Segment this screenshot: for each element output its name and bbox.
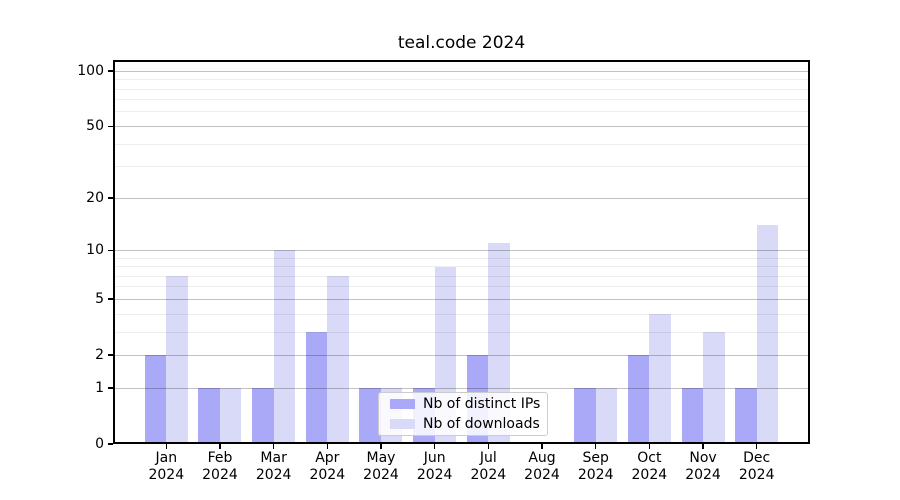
bar-downloads bbox=[595, 388, 618, 444]
x-tick bbox=[487, 444, 490, 449]
y-tick-label: 1 bbox=[95, 380, 104, 396]
y-tick-label: 2 bbox=[95, 347, 104, 364]
gridline-minor bbox=[113, 166, 810, 168]
y-tick-label: 20 bbox=[86, 190, 104, 207]
bar-distinct-ips bbox=[252, 388, 274, 444]
legend-label: Nb of distinct IPs bbox=[423, 396, 541, 412]
y-tick-label: 50 bbox=[86, 118, 104, 135]
gridline-major bbox=[113, 249, 810, 251]
x-tick-label: Feb 2024 bbox=[202, 450, 238, 483]
gridline-minor bbox=[113, 257, 810, 259]
y-tick bbox=[108, 387, 113, 389]
plot-area bbox=[113, 60, 810, 444]
x-tick-label: Jun 2024 bbox=[416, 450, 453, 483]
y-tick-label: 100 bbox=[77, 63, 104, 80]
bar-distinct-ips bbox=[359, 388, 381, 444]
x-tick bbox=[594, 444, 597, 449]
y-tick-label: 10 bbox=[86, 242, 104, 259]
x-tick-label: May 2024 bbox=[363, 450, 399, 483]
x-tick-label: Sep 2024 bbox=[577, 450, 614, 483]
bar-downloads bbox=[703, 332, 725, 444]
gridline-major bbox=[113, 298, 810, 300]
legend: Nb of distinct IPs Nb of downloads bbox=[378, 392, 548, 436]
x-tick bbox=[219, 444, 221, 449]
bar-distinct-ips bbox=[144, 355, 167, 444]
gridline-minor bbox=[113, 266, 810, 268]
bar-downloads bbox=[327, 276, 349, 444]
gridline-major bbox=[113, 387, 810, 389]
gridline-minor bbox=[113, 111, 810, 113]
x-tick-label: Oct 2024 bbox=[631, 450, 668, 483]
bar-downloads bbox=[219, 388, 242, 444]
bar-distinct-ips bbox=[681, 388, 704, 444]
x-tick bbox=[326, 444, 329, 449]
y-tick bbox=[108, 249, 113, 252]
legend-item: Nb of downloads bbox=[379, 414, 547, 434]
y-tick bbox=[108, 197, 113, 199]
x-tick bbox=[165, 444, 168, 449]
x-tick-label: Apr 2024 bbox=[309, 450, 346, 483]
bar-distinct-ips bbox=[198, 388, 220, 444]
x-tick-label: Nov 2024 bbox=[685, 450, 721, 483]
y-tick bbox=[108, 443, 113, 445]
x-tick-label: Dec 2024 bbox=[738, 450, 775, 483]
gridline-minor bbox=[113, 286, 810, 288]
legend-item: Nb of distinct IPs bbox=[379, 394, 547, 414]
legend-swatch-downloads bbox=[390, 419, 415, 429]
gridline-major bbox=[113, 197, 810, 199]
bar-downloads bbox=[166, 276, 188, 444]
x-tick bbox=[541, 444, 543, 449]
gridline-minor bbox=[113, 313, 810, 315]
x-tick-label: Jan 2024 bbox=[148, 450, 185, 483]
bar-downloads bbox=[273, 250, 296, 444]
gridline-major bbox=[113, 125, 810, 127]
bar-downloads bbox=[649, 314, 671, 444]
x-tick-label: Aug 2024 bbox=[524, 450, 560, 483]
gridline-minor bbox=[113, 79, 810, 81]
y-tick bbox=[108, 354, 113, 357]
x-tick-label: Mar 2024 bbox=[255, 450, 292, 483]
y-tick-label: 0 bbox=[95, 436, 104, 452]
gridline-minor bbox=[113, 88, 810, 90]
legend-swatch-distinct-ips bbox=[390, 399, 415, 409]
y-tick bbox=[108, 70, 113, 72]
gridline-minor bbox=[113, 331, 810, 333]
x-tick bbox=[755, 444, 758, 449]
bar-distinct-ips bbox=[627, 355, 650, 444]
x-tick bbox=[272, 444, 275, 449]
x-tick-label: Jul 2024 bbox=[470, 450, 507, 483]
gridline-minor bbox=[113, 275, 810, 277]
bar-distinct-ips bbox=[305, 332, 328, 444]
gridline-minor bbox=[113, 99, 810, 101]
gridline-minor bbox=[113, 143, 810, 145]
gridline-major bbox=[113, 354, 810, 356]
gridline-major bbox=[113, 70, 810, 72]
bar-distinct-ips bbox=[735, 388, 757, 444]
y-tick bbox=[108, 298, 113, 301]
y-tick-label: 5 bbox=[95, 291, 104, 308]
y-tick bbox=[108, 125, 113, 128]
chart-title: teal.code 2024 bbox=[397, 33, 526, 53]
bar-downloads bbox=[756, 225, 779, 444]
x-tick bbox=[648, 444, 651, 449]
x-tick bbox=[702, 444, 704, 449]
bar-distinct-ips bbox=[574, 388, 596, 444]
x-tick bbox=[433, 444, 436, 449]
x-tick bbox=[380, 444, 382, 449]
legend-label: Nb of downloads bbox=[423, 416, 540, 432]
